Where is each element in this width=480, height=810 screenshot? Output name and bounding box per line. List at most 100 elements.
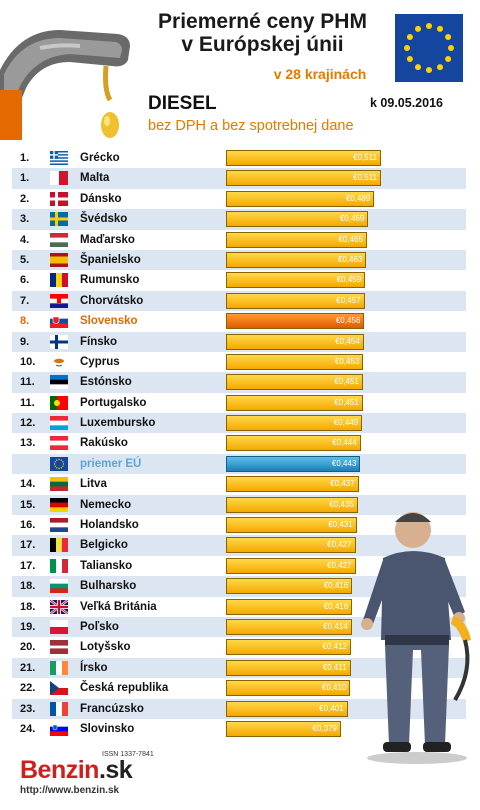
price-bar: €0,465 [226,231,367,248]
eu-star-icon [448,45,454,51]
table-row: 8. Slovensko €0,456 [12,311,466,331]
italy-flag-icon [50,558,68,573]
rank-label: 15. [20,498,36,511]
price-label: €0,437 [330,479,355,489]
country-label: Rakúsko [80,437,128,450]
price-table: 1. Grécko €0,511 1. Malta €0,511 2. Dánsko €0,48… [12,148,466,739]
price-bar: €0,416 [226,578,353,595]
country-label: Holandsko [80,519,139,532]
rank-label: 2. [20,192,30,205]
price-label: €0,416 [323,581,349,591]
price-bar: €0,454 [226,333,364,350]
latvia-flag-icon [50,640,68,655]
table-row: 10. Cyprus €0,453 [12,352,466,372]
price-bar: €0,511 [226,150,381,166]
table-row: 7. Chorvátsko €0,457 [12,290,466,312]
title-line-1: Priemerné ceny PHM [158,10,367,33]
price-bar: €0,431 [226,517,357,534]
country-label: Česká republika [80,682,169,695]
table-row: 18. Veľká Británia €0,416 [12,597,466,617]
price-bar: €0,427 [226,537,356,554]
lithuania-flag-icon [50,477,68,492]
title-line-2: v Európskej únii [181,33,344,56]
price-bar: €0,410 [226,680,351,697]
slovenia-flag-icon [50,721,68,736]
price-label: €0,431 [328,520,353,530]
sweden-flag-icon [50,212,68,227]
rank-label: 18. [20,600,36,613]
country-label: Írsko [80,661,108,674]
rank-label: 9. [20,335,30,348]
rank-label: 16. [20,519,36,532]
table-row: 12. Luxembursko €0,449 [12,413,466,434]
rank-label: 3. [20,213,30,226]
country-label: Slovensko [80,315,138,328]
price-label: €0,427 [327,540,352,550]
rank-label: 1. [20,172,30,185]
rank-label: 17. [20,539,36,552]
fuel-type: DIESEL [148,93,217,114]
price-bar: €0,435 [226,496,358,513]
belgium-flag-icon [50,538,68,553]
price-bar: €0,457 [226,292,365,309]
country-label: Luxembursko [80,417,156,430]
country-label: Francúzsko [80,702,144,715]
country-label: Maďarsko [80,233,135,246]
malta-flag-icon [50,171,68,186]
ireland-flag-icon [50,660,68,675]
table-row: 22. Česká republika €0,410 [12,678,466,698]
rank-label: 4. [20,233,30,246]
price-label: €0,453 [334,356,360,366]
price-bar: €0,451 [226,394,363,411]
price-label: €0,449 [333,418,359,428]
price-label: €0,412 [322,642,347,652]
country-label: Litva [80,478,107,491]
austria-flag-icon [50,436,68,451]
price-label: €0,454 [335,336,360,346]
table-row: 17. Belgicko €0,427 [12,535,466,556]
price-label: €0,469 [339,214,365,224]
price-label: €0,459 [336,275,362,285]
eu-star-icon [437,25,443,32]
price-bar: €0,401 [226,700,348,717]
hungary-flag-icon [50,232,68,247]
price-bar: €0,444 [226,435,361,452]
poland-flag-icon [50,619,68,634]
table-row: 4. Maďarsko €0,465 [12,230,466,250]
table-row: 17. Taliansko €0,427 [12,556,466,576]
rank-label: 23. [20,702,36,715]
netherlands-flag-icon [50,518,68,533]
rank-label: 8. [20,315,30,328]
table-row: 3. Švédsko €0,469 [12,209,466,230]
country-label: Fínsko [80,335,118,348]
eu-star-icon [426,67,432,73]
slovakia-flag-icon [50,314,68,329]
country-label: Chorvátsko [80,294,144,307]
country-label: Belgicko [80,539,128,552]
eu-star-icon [415,64,421,71]
benzin-logo[interactable]: Benzin.sk [20,756,133,785]
price-bar: €0,379 [226,720,341,737]
spain-flag-icon [50,252,68,267]
country-label: Portugalsko [80,396,147,409]
luxembourg-flag-icon [50,416,68,431]
website-link[interactable]: http://www.benzin.sk [20,785,120,796]
uk-flag-icon [50,599,68,614]
rank-label: 14. [20,478,36,491]
eu-star-icon [437,64,443,71]
price-label: €0,410 [321,683,347,693]
table-row: 6. Rumunsko €0,459 [12,270,466,290]
table-row: 11. Estónsko €0,451 [12,372,466,393]
cyprus-flag-icon [50,354,68,369]
table-row: 18. Bulharsko €0,416 [12,576,466,597]
price-label: €0,456 [335,316,361,326]
price-label: €0,511 [353,173,377,183]
price-label: €0,379 [312,723,337,733]
issn-label: ISSN 1337-7841 [102,751,154,758]
price-label: €0,511 [353,153,377,162]
rank-label: 19. [20,620,36,633]
rank-label: 18. [20,580,36,593]
logo-tld: .sk [98,756,133,784]
eu-star-icon [445,56,452,62]
price-label: €0,416 [323,601,349,611]
